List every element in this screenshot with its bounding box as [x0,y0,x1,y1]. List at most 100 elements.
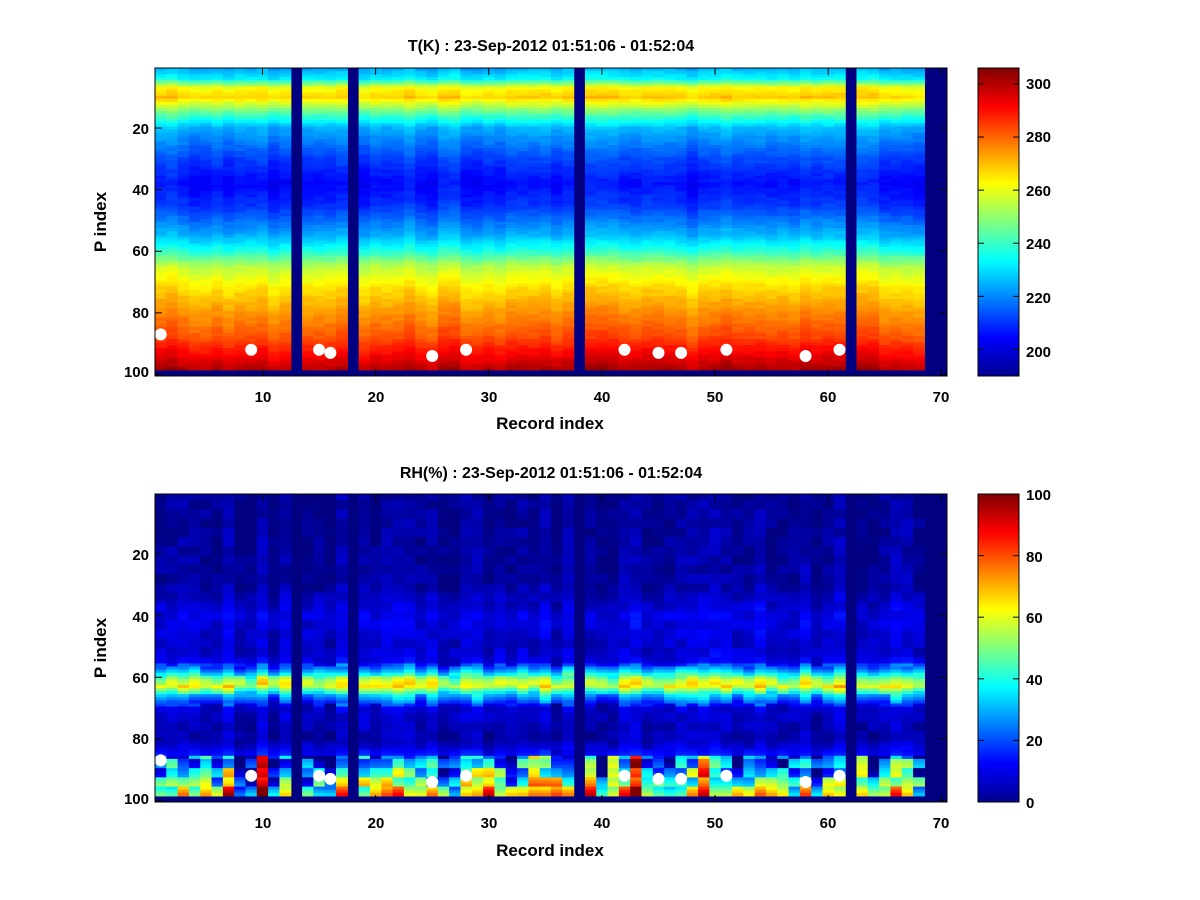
temperature-cell [188,225,201,229]
temperature-cell [528,274,541,279]
temperature-cell [437,222,450,226]
temperature-cell [551,132,563,137]
temperature-cell [449,123,462,128]
temperature-cell [268,95,281,100]
temperature-cell [494,80,507,84]
temperature-cell [449,234,462,238]
temperature-cell [494,148,507,152]
temperature-cell [336,249,348,254]
temperature-cell [279,262,292,266]
temperature-cell [222,71,235,75]
temperature-cell [188,212,201,217]
temperature-cell [517,265,529,269]
temperature-cell [155,323,167,328]
temperature-cell [460,191,473,195]
temperature-cell [313,240,326,245]
temperature-cell [539,104,552,109]
temperature-cell [234,246,247,251]
temperature-cell [188,243,201,248]
temperature-cell [528,222,541,226]
temperature-cell [471,157,484,161]
temperature-cell [369,135,382,140]
temperature-cell [358,77,371,81]
temperature-cell [449,98,462,103]
temperature-cell [403,203,416,208]
temperature-cell [336,203,348,208]
temperature-cell [415,104,428,109]
temperature-cell [313,145,326,149]
temperature-cell [460,188,473,192]
temperature-cell [403,348,416,352]
temperature-cell [505,308,518,312]
temperature-cell [234,249,247,254]
temperature-cell [494,231,507,235]
temperature-cell [381,203,394,208]
temperature-cell [483,126,496,131]
temperature-cell [200,339,213,343]
temperature-cell [539,117,552,121]
temperature-cell [245,240,258,245]
temperature-cell [188,302,201,306]
temperature-cell [234,212,247,217]
temperature-cell [494,311,507,315]
temperature-cell [528,243,541,248]
temperature-cell [336,117,348,121]
temperature-cell [483,271,496,275]
temperature-cell [392,305,405,309]
temperature-cell [403,274,416,279]
temperature-cell [483,234,496,238]
temperature-cell [483,101,496,106]
temperature-cell [324,268,337,272]
temperature-cell [483,145,496,149]
temperature-cell [551,185,563,189]
temperature-cell [392,265,405,269]
temperature-cell [155,363,167,368]
temperature-cell [313,366,326,371]
temperature-cell [200,68,213,72]
temperature-cell [245,215,258,220]
temperature-cell [449,265,462,269]
temperature-cell [505,206,518,211]
temperature-cell [200,354,213,359]
temperature-cell [234,335,247,340]
temperature-cell [358,326,371,331]
temperature-cell [539,123,552,128]
temperature-cell [437,357,450,362]
temperature-cell [426,83,439,88]
temperature-cell [279,234,292,238]
temperature-cell [336,218,348,223]
temperature-cell [528,289,541,294]
temperature-cell [279,172,292,177]
temperature-cell [222,314,235,319]
temperature-cell [494,262,507,266]
temperature-cell [392,246,405,251]
temperature-cell [539,172,552,177]
temperature-cell [494,305,507,309]
temperature-cell [483,354,496,359]
temperature-cell [245,138,258,143]
temperature-cell [505,101,518,106]
temperature-cell [449,126,462,131]
temperature-cell [415,175,428,180]
temperature-cell [369,111,382,115]
temperature-cell [539,77,552,81]
temperature-cell [403,175,416,180]
temperature-cell [449,351,462,356]
temperature-cell [449,172,462,177]
temperature-cell [517,335,529,340]
temperature-cell [551,172,563,177]
temperature-cell [369,154,382,158]
temperature-cell [449,345,462,349]
temperature-cell [324,145,337,149]
temperature-cell [437,188,450,192]
temperature-cell [426,295,439,300]
temperature-cell [381,197,394,202]
temperature-cell [460,104,473,109]
temperature-cell [551,80,563,84]
temperature-cell [155,194,167,198]
temperature-cell [324,215,337,220]
temperature-cell [155,101,167,106]
temperature-cell [392,222,405,226]
temperature-cell [268,209,281,214]
temperature-cell [336,246,348,251]
